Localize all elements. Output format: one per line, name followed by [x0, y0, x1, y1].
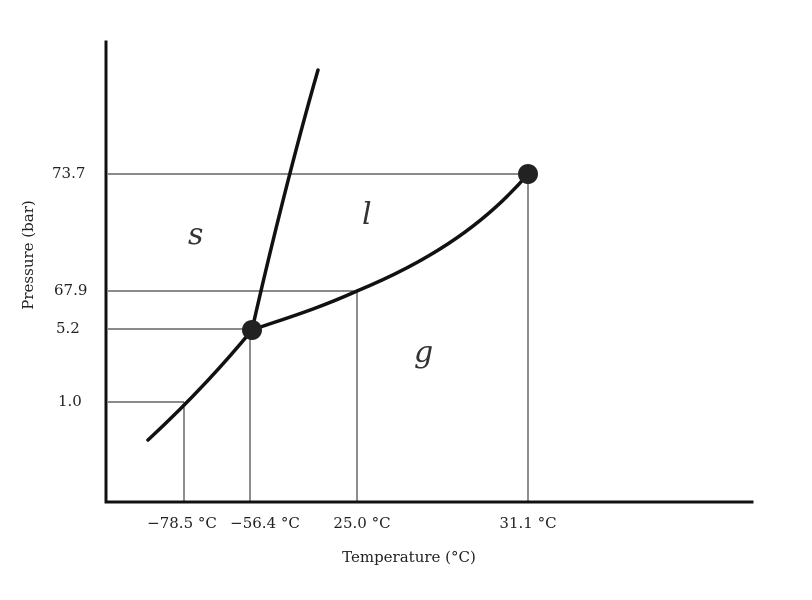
x-axis-title: Temperature (°C)	[342, 548, 476, 566]
sublimation-curve	[146, 328, 254, 442]
x-tick-minus-78-5: −78.5 °C	[147, 514, 217, 532]
y-tick-5-2: 5.2	[56, 319, 80, 337]
region-liquid-label: l	[362, 197, 372, 232]
region-gas-label: g	[414, 335, 433, 370]
triple-point-marker	[242, 320, 262, 340]
x-tick-minus-56-4: −56.4 °C	[230, 514, 300, 532]
region-solid-label: s	[188, 217, 203, 252]
x-tick-25-0: 25.0 °C	[333, 514, 390, 532]
y-axis-title: Pressure (bar)	[19, 200, 37, 309]
vaporization-curve	[250, 172, 530, 332]
y-tick-73-7: 73.7	[52, 164, 85, 182]
y-tick-1-0: 1.0	[58, 392, 82, 410]
critical-point-marker	[518, 164, 538, 184]
y-tick-67-9: 67.9	[54, 281, 87, 299]
melting-curve	[250, 68, 320, 332]
x-tick-31-1: 31.1 °C	[499, 514, 556, 532]
